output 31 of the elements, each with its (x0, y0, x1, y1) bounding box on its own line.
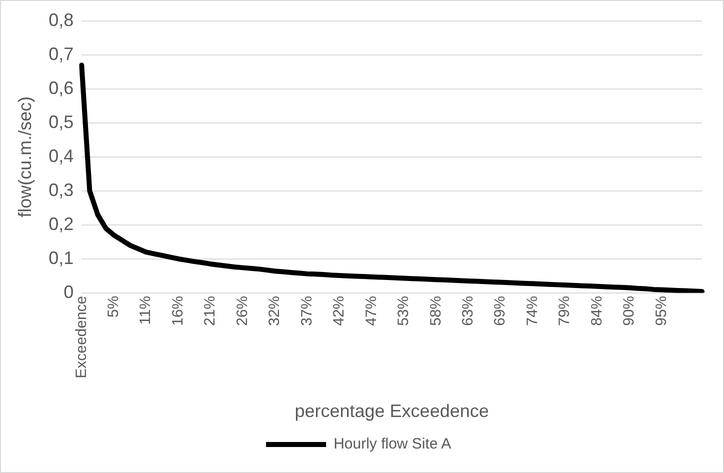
x-axis-title: percentage Exceedence (294, 401, 489, 422)
y-tick-label: 0,4 (48, 146, 74, 166)
legend-label: Hourly flow Site A (334, 436, 452, 453)
y-tick-label: 0,5 (48, 112, 74, 132)
y-tick-label: 0,8 (48, 10, 74, 30)
x-tick-label: 21% (202, 296, 219, 326)
x-tick-label: 84% (588, 296, 606, 326)
x-tick-label: 37% (298, 296, 316, 326)
x-tick-label: 42% (330, 296, 348, 326)
y-axis-title: flow(cu.m./sec) (14, 96, 35, 218)
x-tick-label: 53% (395, 296, 412, 326)
x-tick-label: 95% (652, 296, 670, 326)
y-tick-label: 0,3 (48, 180, 74, 200)
x-tick-label: 90% (620, 296, 638, 326)
x-tick-label: Exceedence (72, 296, 90, 378)
y-tick-label: 0,7 (48, 44, 74, 64)
x-tick-label: 47% (362, 296, 380, 326)
x-tick-label: 26% (234, 296, 251, 326)
x-tick-label: 58% (427, 296, 444, 326)
x-tick-label: 79% (556, 296, 574, 326)
y-tick-label: 0,6 (48, 78, 74, 98)
y-tick-label: 0,2 (48, 214, 74, 234)
x-tick-label: 5% (104, 296, 122, 318)
x-tick-label: 32% (266, 296, 284, 326)
x-tick-label: 63% (459, 296, 476, 326)
x-tick-label: 16% (169, 296, 186, 326)
y-tick-label: 0 (64, 282, 74, 302)
x-tick-label: 69% (492, 296, 509, 326)
x-tick-label: 74% (524, 296, 541, 326)
x-tick-label: 11% (137, 296, 154, 325)
y-tick-label: 0,1 (48, 248, 74, 268)
